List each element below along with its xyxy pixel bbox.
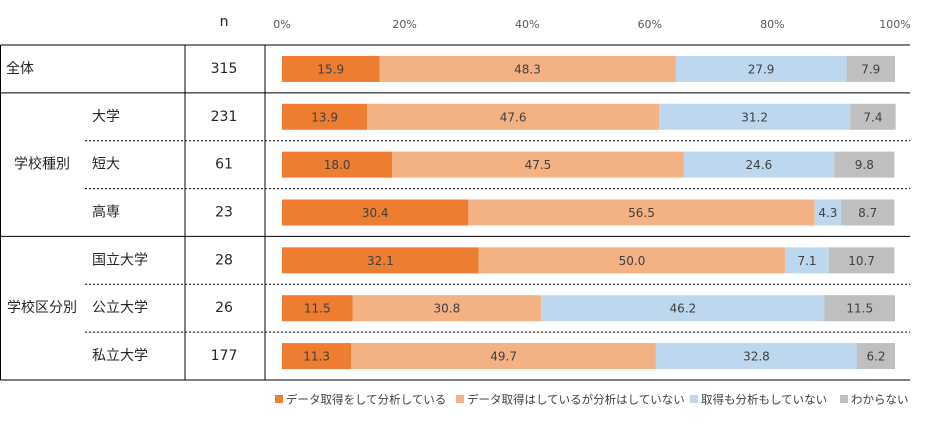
bar-segment — [478, 247, 786, 274]
group-label: 学校種別 — [14, 156, 70, 173]
legend-swatch — [275, 395, 283, 403]
bar-segment — [850, 103, 896, 130]
bar-segment — [785, 247, 829, 274]
bar-segment — [541, 295, 825, 322]
n-value: 177 — [211, 348, 238, 364]
value-label: 32.1 — [367, 254, 394, 268]
group-label: 学校区分別 — [7, 299, 77, 316]
row-label: 大学 — [92, 109, 120, 125]
value-label: 49.7 — [490, 350, 517, 364]
bar-segment — [367, 103, 659, 130]
legend-label: わからない — [851, 393, 909, 407]
bar-segment — [282, 55, 380, 82]
bar-segment — [392, 151, 684, 178]
n-value: 315 — [211, 61, 238, 77]
bar-segment — [841, 199, 895, 226]
bar-segment — [282, 247, 479, 274]
row-label: 国立大学 — [92, 252, 148, 268]
n-value: 28 — [215, 252, 233, 268]
row-label: 短大 — [92, 157, 120, 173]
x-tick-label: 40% — [515, 18, 539, 31]
value-label: 15.9 — [317, 62, 344, 76]
bar-segment — [834, 151, 895, 178]
value-label: 7.9 — [861, 62, 880, 76]
bar-segment — [468, 199, 815, 226]
x-tick-label: 0% — [273, 18, 290, 31]
value-label: 9.8 — [855, 158, 874, 172]
legend-swatch — [690, 395, 698, 403]
bar-segment — [824, 295, 895, 322]
bar-segment — [675, 55, 847, 82]
bar-segment — [655, 343, 857, 370]
x-tick-label: 80% — [760, 18, 784, 31]
n-value: 26 — [215, 300, 233, 316]
legend-swatch — [456, 395, 464, 403]
n-header: n — [220, 14, 229, 30]
legend-label: 取得も分析もしていない — [701, 393, 827, 407]
row-label: 私立大学 — [92, 348, 148, 364]
x-tick-label: 100% — [879, 18, 910, 31]
x-tick-label: 20% — [392, 18, 416, 31]
n-value: 61 — [215, 157, 233, 173]
value-label: 8.7 — [858, 206, 877, 220]
value-label: 10.7 — [848, 254, 875, 268]
bar-segment — [351, 343, 656, 370]
value-label: 18.0 — [324, 158, 351, 172]
bar-segment — [683, 151, 835, 178]
bar-segment — [814, 199, 842, 226]
bar-segment — [282, 343, 352, 370]
bar-segment — [658, 103, 851, 130]
bar-segment — [856, 343, 895, 370]
bar-segment — [282, 199, 469, 226]
value-label: 30.8 — [434, 302, 461, 316]
value-label: 11.5 — [846, 302, 873, 316]
value-label: 27.9 — [748, 62, 775, 76]
value-label: 30.4 — [362, 206, 389, 220]
bar-segment — [282, 295, 353, 322]
bar-segment — [282, 103, 368, 130]
value-label: 56.5 — [628, 206, 655, 220]
row-label: 高専 — [92, 204, 120, 221]
value-label: 6.2 — [866, 350, 885, 364]
value-label: 48.3 — [514, 62, 541, 76]
legend-swatch — [840, 395, 848, 403]
value-label: 47.6 — [500, 110, 527, 124]
value-label: 4.3 — [818, 206, 837, 220]
bar-segment — [352, 295, 542, 322]
value-label: 24.6 — [746, 158, 773, 172]
value-label: 7.1 — [797, 254, 816, 268]
x-tick-label: 60% — [638, 18, 662, 31]
value-label: 13.9 — [311, 110, 338, 124]
row-label: 全体 — [6, 60, 34, 77]
value-label: 11.5 — [304, 302, 331, 316]
value-label: 47.5 — [525, 158, 552, 172]
value-label: 31.2 — [741, 110, 768, 124]
value-label: 11.3 — [303, 350, 330, 364]
n-value: 23 — [215, 205, 233, 221]
n-value: 231 — [211, 109, 238, 125]
bar-segment — [379, 55, 676, 82]
bar-segment — [828, 247, 895, 274]
legend-label: データ取得はしているが分析はしていない — [467, 393, 685, 407]
legend-label: データ取得をして分析している — [286, 393, 446, 407]
row-label: 公立大学 — [92, 300, 148, 316]
value-label: 7.4 — [863, 110, 882, 124]
value-label: 32.8 — [743, 350, 770, 364]
value-label: 50.0 — [619, 254, 646, 268]
bar-segment — [846, 55, 895, 82]
value-label: 46.2 — [670, 302, 697, 316]
bar-segment — [282, 151, 393, 178]
